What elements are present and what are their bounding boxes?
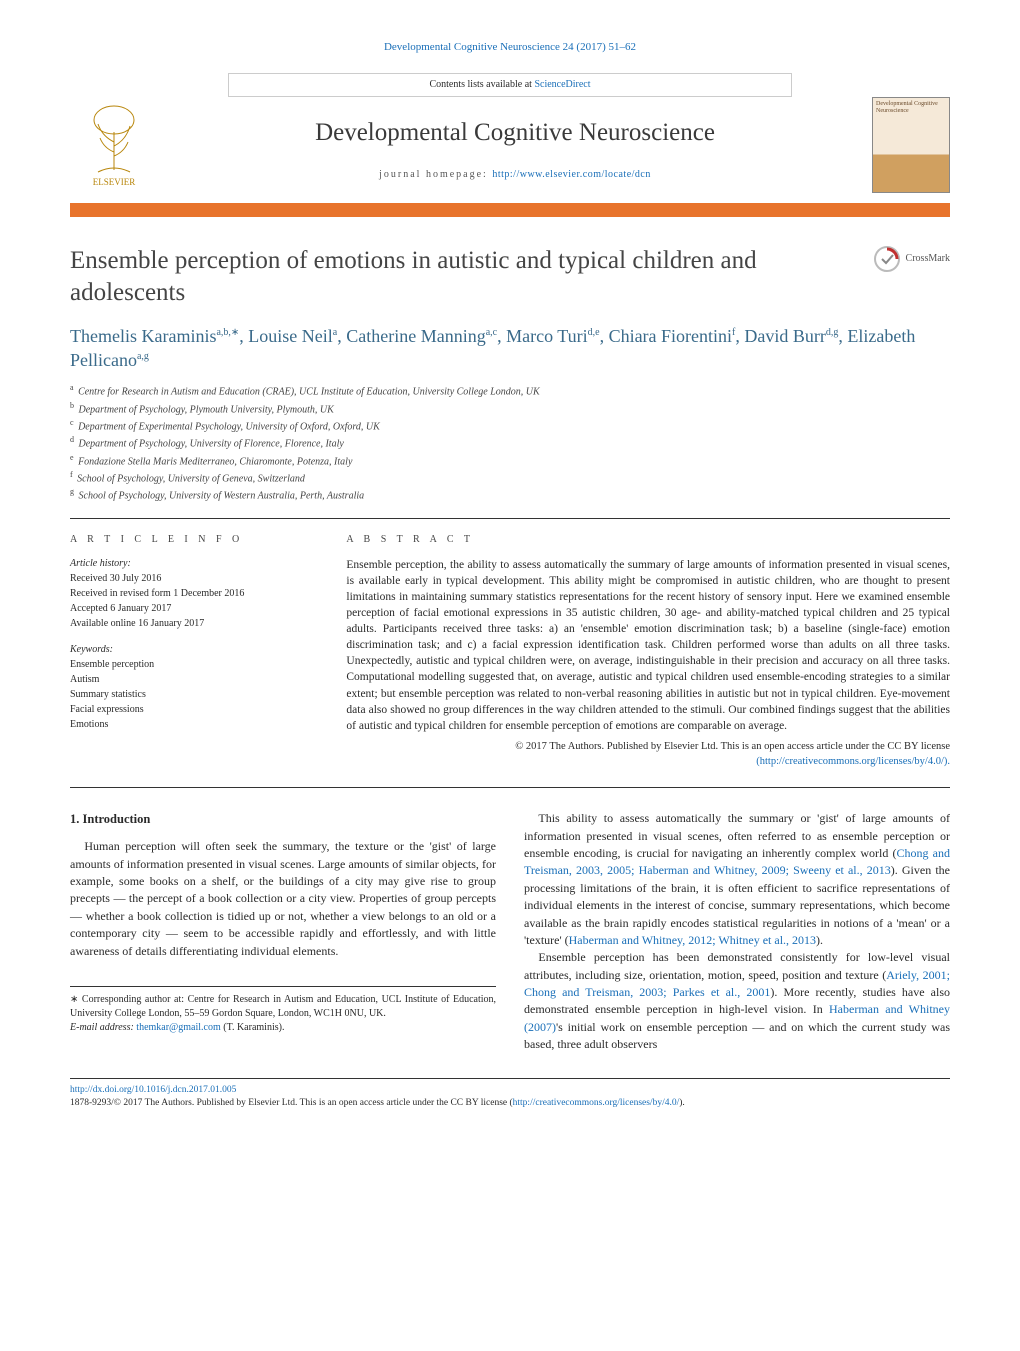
author-affil-marker: f xyxy=(732,327,735,338)
publisher-logo: ELSEVIER xyxy=(70,97,158,193)
affiliation-line: e Fondazione Stella Maris Mediterraneo, … xyxy=(70,452,950,469)
footnote-block: ∗ Corresponding author at: Centre for Re… xyxy=(70,986,496,1035)
body-text-span: ). xyxy=(816,933,823,947)
article-info-heading: a r t i c l e i n f o xyxy=(70,533,316,547)
crossmark-label: CrossMark xyxy=(906,252,950,266)
author-affil-marker: a,g xyxy=(137,351,149,362)
crossmark-badge[interactable]: CrossMark xyxy=(873,245,950,273)
running-header: Developmental Cognitive Neuroscience 24 … xyxy=(70,40,950,55)
homepage-url[interactable]: http://www.elsevier.com/locate/dcn xyxy=(492,169,651,180)
body-text-span: 's initial work on ensemble perception —… xyxy=(524,1020,950,1051)
email-link[interactable]: themkar@gmail.com xyxy=(136,1022,220,1033)
affiliation-line: c Department of Experimental Psychology,… xyxy=(70,417,950,434)
history-line: Accepted 6 January 2017 xyxy=(70,601,316,616)
abstract-copyright: © 2017 The Authors. Published by Elsevie… xyxy=(346,740,950,769)
footer-text: ). xyxy=(679,1098,685,1108)
copyright-text: © 2017 The Authors. Published by Elsevie… xyxy=(515,741,950,752)
body-paragraph: Human perception will often seek the sum… xyxy=(70,838,496,960)
affiliation-line: b Department of Psychology, Plymouth Uni… xyxy=(70,400,950,417)
keyword-item: Emotions xyxy=(70,717,316,732)
svg-text:ELSEVIER: ELSEVIER xyxy=(93,177,136,187)
author-name: Marco Turi xyxy=(506,326,588,346)
author-name: Catherine Manning xyxy=(346,326,485,346)
body-paragraph: This ability to assess automatically the… xyxy=(524,810,950,949)
journal-title: Developmental Cognitive Neuroscience xyxy=(166,115,864,150)
section-heading: 1. Introduction xyxy=(70,810,496,828)
affiliation-line: f School of Psychology, University of Ge… xyxy=(70,469,950,486)
license-link[interactable]: (http://creativecommons.org/licenses/by/… xyxy=(756,756,950,767)
affiliation-line: a Centre for Research in Autism and Educ… xyxy=(70,382,950,399)
journal-cover-thumbnail: Developmental Cognitive Neuroscience xyxy=(872,97,950,193)
keyword-item: Summary statistics xyxy=(70,687,316,702)
author-affil-marker: d,g xyxy=(826,327,839,338)
journal-block: Developmental Cognitive Neuroscience jou… xyxy=(158,97,872,193)
citation-link[interactable]: Haberman and Whitney, 2012; Whitney et a… xyxy=(569,933,816,947)
authors-list: Themelis Karaminisa,b,∗, Louise Neila, C… xyxy=(70,324,950,373)
page-footer: http://dx.doi.org/10.1016/j.dcn.2017.01.… xyxy=(70,1078,950,1111)
history-label: Article history: xyxy=(70,557,316,571)
email-line: E-mail address: themkar@gmail.com (T. Ka… xyxy=(70,1021,496,1035)
author-affil-marker: d,e xyxy=(588,327,600,338)
contents-bar: Contents lists available at ScienceDirec… xyxy=(228,73,791,97)
affiliation-line: g School of Psychology, University of We… xyxy=(70,486,950,503)
crossmark-icon xyxy=(873,245,901,273)
accent-bar xyxy=(70,203,950,217)
keyword-item: Ensemble perception xyxy=(70,657,316,672)
body-paragraph: Ensemble perception has been demonstrate… xyxy=(524,949,950,1053)
masthead: ELSEVIER Developmental Cognitive Neurosc… xyxy=(70,97,950,193)
email-label: E-mail address: xyxy=(70,1022,136,1033)
author-name: Chiara Fiorentini xyxy=(609,326,732,346)
affiliation-line: d Department of Psychology, University o… xyxy=(70,434,950,451)
affiliations-list: a Centre for Research in Autism and Educ… xyxy=(70,382,950,503)
history-line: Received 30 July 2016 xyxy=(70,571,316,586)
homepage-label: journal homepage: xyxy=(379,169,492,180)
author-name: David Burr xyxy=(744,326,825,346)
article-header: Ensemble perception of emotions in autis… xyxy=(70,245,950,308)
sciencedirect-link[interactable]: ScienceDirect xyxy=(534,79,590,90)
cover-caption: Developmental Cognitive Neuroscience xyxy=(876,101,946,114)
keyword-item: Autism xyxy=(70,672,316,687)
divider xyxy=(70,518,950,519)
abstract-heading: a b s t r a c t xyxy=(346,533,950,547)
corresponding-author-note: ∗ Corresponding author at: Centre for Re… xyxy=(70,993,496,1021)
body-text-span: This ability to assess automatically the… xyxy=(524,811,950,860)
author-affil-marker: a xyxy=(333,327,337,338)
article-info-column: a r t i c l e i n f o Article history: R… xyxy=(70,533,316,769)
author-affil-marker: a,c xyxy=(486,327,497,338)
doi-link[interactable]: http://dx.doi.org/10.1016/j.dcn.2017.01.… xyxy=(70,1085,236,1095)
elsevier-tree-icon: ELSEVIER xyxy=(78,102,150,188)
history-line: Available online 16 January 2017 xyxy=(70,616,316,631)
body-text: 1. Introduction Human perception will of… xyxy=(70,810,950,1053)
abstract-column: a b s t r a c t Ensemble perception, the… xyxy=(346,533,950,769)
info-abstract-row: a r t i c l e i n f o Article history: R… xyxy=(70,533,950,769)
author-name: Themelis Karaminis xyxy=(70,326,216,346)
journal-homepage: journal homepage: http://www.elsevier.co… xyxy=(166,168,864,182)
divider xyxy=(70,787,950,788)
history-line: Received in revised form 1 December 2016 xyxy=(70,586,316,601)
author-affil-marker: a,b,∗ xyxy=(216,327,239,338)
footer-license-link[interactable]: http://creativecommons.org/licenses/by/4… xyxy=(513,1098,680,1108)
abstract-text: Ensemble perception, the ability to asse… xyxy=(346,557,950,734)
keywords-label: Keywords: xyxy=(70,643,316,657)
article-title: Ensemble perception of emotions in autis… xyxy=(70,245,857,308)
footer-text: 1878-9293/© 2017 The Authors. Published … xyxy=(70,1098,513,1108)
keyword-item: Facial expressions xyxy=(70,702,316,717)
author-name: Louise Neil xyxy=(248,326,332,346)
email-attribution: (T. Karaminis). xyxy=(221,1022,285,1033)
contents-prefix: Contents lists available at xyxy=(429,79,534,90)
